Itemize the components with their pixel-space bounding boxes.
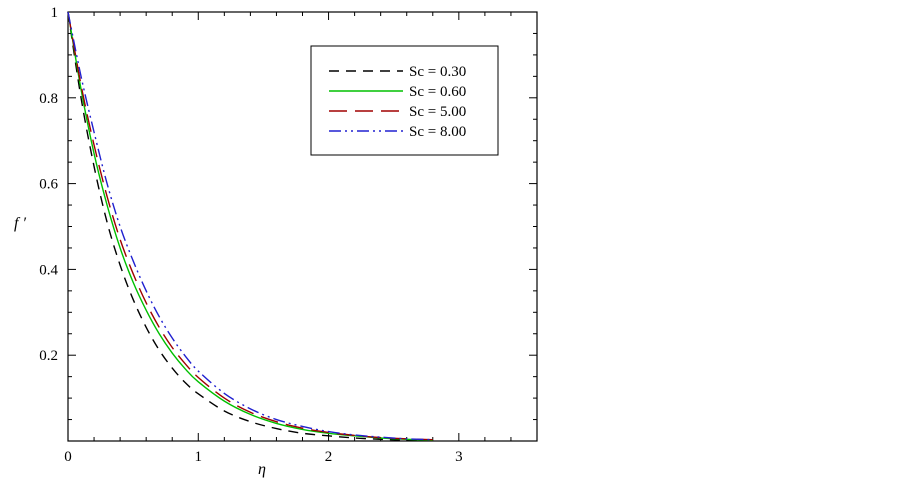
- y-tick-label: 0.8: [39, 91, 58, 107]
- x-tick-label: 1: [195, 449, 203, 465]
- x-tick-label: 0: [64, 449, 72, 465]
- series-line-3: [67, 11, 433, 441]
- legend-box: [310, 45, 499, 156]
- x-axis-title: η: [258, 461, 266, 478]
- y-tick-label: 0.6: [39, 177, 58, 193]
- series-line-4: [67, 11, 433, 441]
- axis-ticks: 0 1 2 3 0.2 0.4 0.6 0.8 1: [39, 5, 538, 465]
- legend-label-4: Sc = 8.00: [409, 124, 466, 140]
- legend: Sc = 0.30 Sc = 0.60 Sc = 5.00 Sc = 8.00: [310, 45, 499, 156]
- series-line-1: [67, 11, 433, 442]
- x-tick-label: 3: [455, 449, 463, 465]
- y-tick-label: 0.4: [39, 262, 58, 278]
- series-layer: [67, 11, 433, 442]
- legend-label-1: Sc = 0.30: [409, 64, 466, 80]
- x-tick-label: 2: [325, 449, 333, 465]
- y-axis-title: f ′: [14, 215, 26, 232]
- legend-label-2: Sc = 0.60: [409, 84, 466, 100]
- y-tick-label: 1: [51, 5, 59, 21]
- y-tick-label: 0.2: [39, 348, 58, 364]
- legend-label-3: Sc = 5.00: [409, 104, 466, 120]
